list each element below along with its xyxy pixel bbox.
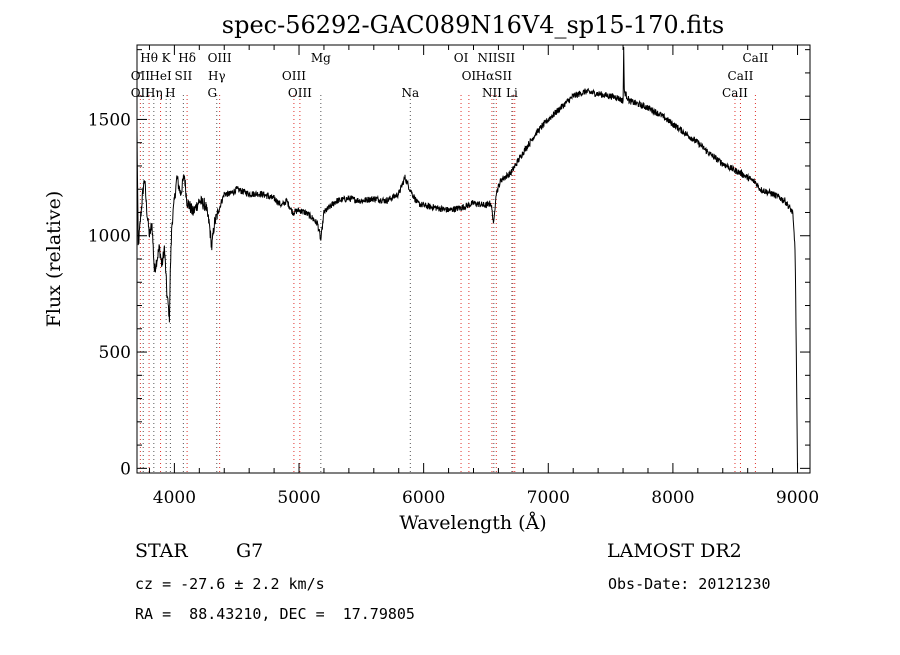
line-label: SII xyxy=(175,69,193,83)
line-label: Hη xyxy=(145,86,163,100)
line-label: CaII xyxy=(722,86,748,100)
line-label: Na xyxy=(401,86,419,100)
line-label: OII xyxy=(131,86,151,100)
line-label: Li xyxy=(506,86,518,100)
x-tick-label: 9000 xyxy=(776,488,819,508)
x-tick-label: 7000 xyxy=(527,488,570,508)
emission-line-markers xyxy=(139,95,756,473)
line-label: CaII xyxy=(728,69,754,83)
plot-frame xyxy=(136,44,811,474)
x-tick-label: 5000 xyxy=(277,488,320,508)
y-tick-label: 1500 xyxy=(88,110,131,130)
line-label: Hδ xyxy=(178,51,196,65)
line-label: OIII xyxy=(288,86,312,100)
chart-title: spec-56292-GAC089N16V4_sp15-170.fits xyxy=(222,11,724,39)
spectral-subclass: G7 xyxy=(236,540,264,562)
line-label: OII xyxy=(131,69,151,83)
line-label: H xyxy=(165,86,175,100)
y-axis-label: Flux (relative) xyxy=(43,191,65,328)
line-label: NII xyxy=(482,86,502,100)
y-tick-label: 500 xyxy=(99,343,131,363)
line-label: OIII xyxy=(208,51,232,65)
y-axis: 0 500 1000 1500 xyxy=(88,49,810,479)
line-label: G xyxy=(207,86,217,100)
line-label: OI xyxy=(462,69,477,83)
x-tick-label: 8000 xyxy=(651,488,694,508)
object-type: STAR xyxy=(135,540,188,562)
line-label: Mg xyxy=(311,51,331,65)
x-axis-label: Wavelength (Å) xyxy=(399,512,546,534)
survey-name: LAMOST DR2 xyxy=(607,540,742,562)
line-label: Hγ xyxy=(208,69,226,83)
spectrum-line xyxy=(136,46,798,469)
line-label: CaII xyxy=(742,51,768,65)
x-tick-label: 6000 xyxy=(402,488,445,508)
line-label: NIISII xyxy=(477,51,515,65)
line-label: HeI xyxy=(149,69,172,83)
redshift-cz: cz = -27.6 ± 2.2 km/s xyxy=(135,575,325,593)
line-label: Hθ xyxy=(140,51,158,65)
y-tick-label: 0 xyxy=(120,459,131,479)
x-tick-label: 4000 xyxy=(153,488,196,508)
coordinates: RA = 88.43210, DEC = 17.79805 xyxy=(135,605,415,623)
line-label: OI xyxy=(454,51,469,65)
x-axis: 4000 5000 6000 7000 8000 9000 xyxy=(148,45,819,508)
observation-date: Obs-Date: 20121230 xyxy=(608,575,771,593)
line-label: OIII xyxy=(282,69,306,83)
y-tick-label: 1000 xyxy=(88,227,131,247)
line-label: K xyxy=(162,51,172,65)
line-label: HαSII xyxy=(476,69,513,83)
